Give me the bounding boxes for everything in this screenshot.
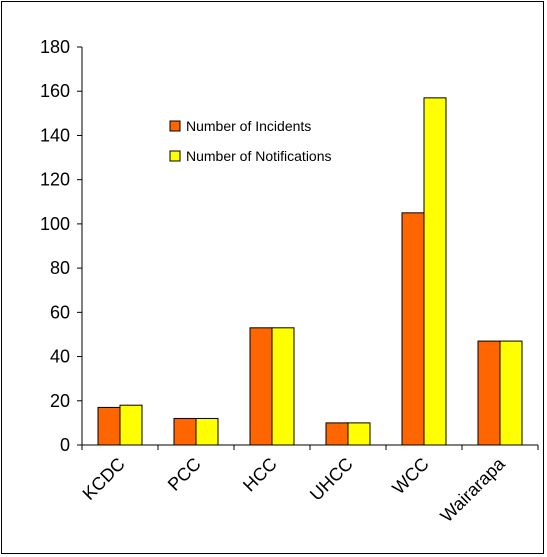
bar-incidents-pcc [173, 417, 197, 446]
legend: Number of Incidents Number of Notificatio… [169, 118, 332, 164]
x-tick-label: HCC [239, 454, 281, 496]
y-tick-label: 0 [60, 435, 70, 455]
x-tick-label: WCC [388, 454, 433, 499]
y-tick-label: 60 [50, 302, 70, 322]
y-tick-label: 180 [40, 37, 70, 57]
bar-incidents-wairarapa [477, 340, 501, 446]
y-tick-label: 160 [40, 81, 70, 101]
bar-incidents-hcc [249, 327, 273, 446]
bars [97, 97, 523, 446]
x-tick-label: KCDC [79, 454, 129, 504]
y-tick-label: 40 [50, 347, 70, 367]
x-tick-label: PCC [164, 454, 205, 495]
bar-notifications-kcdc [119, 404, 143, 446]
y-tick-label: 80 [50, 258, 70, 278]
axes: 0 20 40 60 80 100 120 140 160 180 KCDC PCC HCC UHCC WC… [40, 37, 539, 526]
y-tick-label: 100 [40, 214, 70, 234]
y-tick-label: 140 [40, 125, 70, 145]
x-tick-label: UHCC [306, 454, 357, 505]
bar-notifications-pcc [195, 417, 219, 446]
bar-notifications-wcc [423, 97, 447, 446]
bar-incidents-uhcc [325, 422, 349, 446]
bar-notifications-wairarapa [499, 340, 523, 446]
legend-label: Number of Incidents [186, 118, 311, 134]
legend-label: Number of Notifications [186, 148, 332, 164]
bar-notifications-uhcc [347, 422, 371, 446]
y-tick-label: 20 [50, 391, 70, 411]
bar-incidents-wcc [401, 212, 425, 446]
legend-swatch-notifications [169, 150, 181, 162]
bar-notifications-hcc [271, 327, 295, 446]
legend-swatch-incidents [169, 120, 181, 132]
y-tick-label: 120 [40, 170, 70, 190]
x-tick-label: Wairarapa [436, 453, 509, 526]
bar-incidents-kcdc [97, 406, 121, 446]
